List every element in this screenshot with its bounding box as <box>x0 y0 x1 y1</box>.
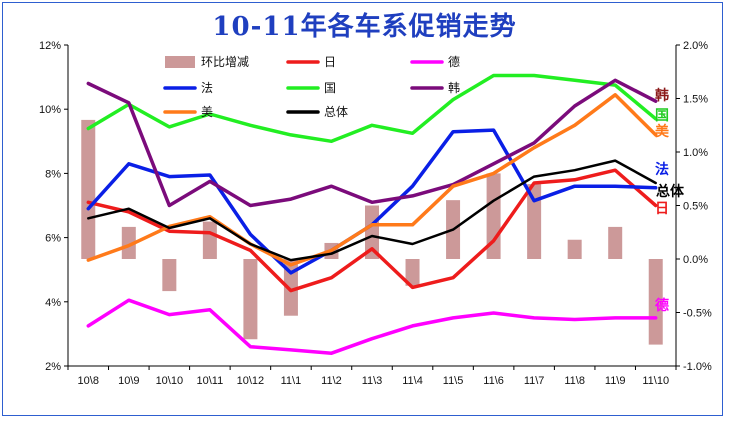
bar-3 <box>202 221 217 259</box>
end-label-5: 美 <box>655 123 670 140</box>
x-tick-label-10: 11\6 <box>483 375 504 387</box>
x-tick-label-2: 10\10 <box>156 375 184 387</box>
chart-title: 10-11年各车系促销走势 <box>212 12 517 42</box>
legend-label-6: 美 <box>201 105 213 119</box>
end-label-1: 德 <box>655 297 669 314</box>
x-tick-label-13: 11\9 <box>605 375 626 387</box>
series-line-1 <box>86 298 658 355</box>
end-label-4: 韩 <box>655 87 669 104</box>
x-tick-label-5: 11\1 <box>281 375 302 387</box>
right-tick-label-1: -0.5% <box>683 308 712 320</box>
legend: 环比增减 日 德法 国 韩美 总体 <box>163 54 460 119</box>
bars-layer <box>81 119 663 345</box>
legend-label-7: 总体 <box>324 105 348 119</box>
bar-1 <box>121 226 136 259</box>
left-tick-label-4: 10% <box>39 104 61 116</box>
end-label-6: 总体 <box>656 183 685 200</box>
bar-8 <box>405 259 420 286</box>
legend-label-1: 日 <box>324 55 336 69</box>
x-tick-label-7: 11\3 <box>362 375 383 387</box>
x-tick-label-6: 11\2 <box>321 375 342 387</box>
series-line-3 <box>86 73 658 144</box>
right-tick-label-6: 2.0% <box>683 40 708 52</box>
bar-2 <box>162 259 177 292</box>
bar-11 <box>527 184 542 259</box>
lines-layer <box>86 73 658 355</box>
bar-13 <box>608 226 623 259</box>
bar-7 <box>365 205 379 259</box>
legend-label-5: 韩 <box>448 80 460 95</box>
bar-5 <box>283 259 298 316</box>
left-tick-label-3: 8% <box>45 168 61 180</box>
left-tick-label-5: 12% <box>39 40 61 52</box>
legend-label-2: 德 <box>448 54 460 69</box>
legend-swatch-0 <box>165 56 195 68</box>
right-tick-label-5: 1.5% <box>683 94 708 106</box>
legend-label-0: 环比增减 <box>201 55 249 69</box>
legend-label-4: 国 <box>324 81 336 95</box>
series-line-0 <box>86 168 658 293</box>
left-tick-label-2: 6% <box>45 233 61 245</box>
end-label-2: 法 <box>655 161 669 178</box>
x-tick-label-14: 11\10 <box>642 375 669 387</box>
right-tick-label-3: 0.5% <box>683 201 708 213</box>
left-tick-label-0: 2% <box>45 361 61 373</box>
x-tick-label-8: 11\4 <box>402 375 423 387</box>
right-tick-label-4: 1.0% <box>683 147 708 159</box>
bar-4 <box>243 259 258 340</box>
x-tick-label-0: 10\8 <box>78 375 99 387</box>
series-line-4 <box>86 78 658 208</box>
bar-0 <box>81 119 96 260</box>
legend-label-3: 法 <box>201 81 213 95</box>
series-line-5 <box>86 93 658 267</box>
x-tick-label-1: 10\9 <box>118 375 139 387</box>
bar-12 <box>567 239 582 259</box>
axes-layer: 2% 4% 6% 8% 10% 12% -1.0% -0.5% 0.0% 0.5% 1.0% 1.5%… <box>39 40 712 387</box>
end-label-0: 日 <box>655 201 669 217</box>
bar-14 <box>648 259 663 345</box>
x-tick-label-3: 10\11 <box>197 375 224 387</box>
x-tick-label-11: 11\7 <box>524 375 545 387</box>
end-label-3: 国 <box>655 108 669 124</box>
right-tick-label-0: -1.0% <box>683 361 712 373</box>
x-tick-label-4: 10\12 <box>237 375 265 387</box>
series-line-6 <box>87 159 657 262</box>
x-tick-label-9: 11\5 <box>443 375 464 387</box>
left-tick-label-1: 4% <box>45 297 61 309</box>
x-tick-label-12: 11\8 <box>564 375 585 387</box>
right-tick-label-2: 0.0% <box>683 254 708 266</box>
